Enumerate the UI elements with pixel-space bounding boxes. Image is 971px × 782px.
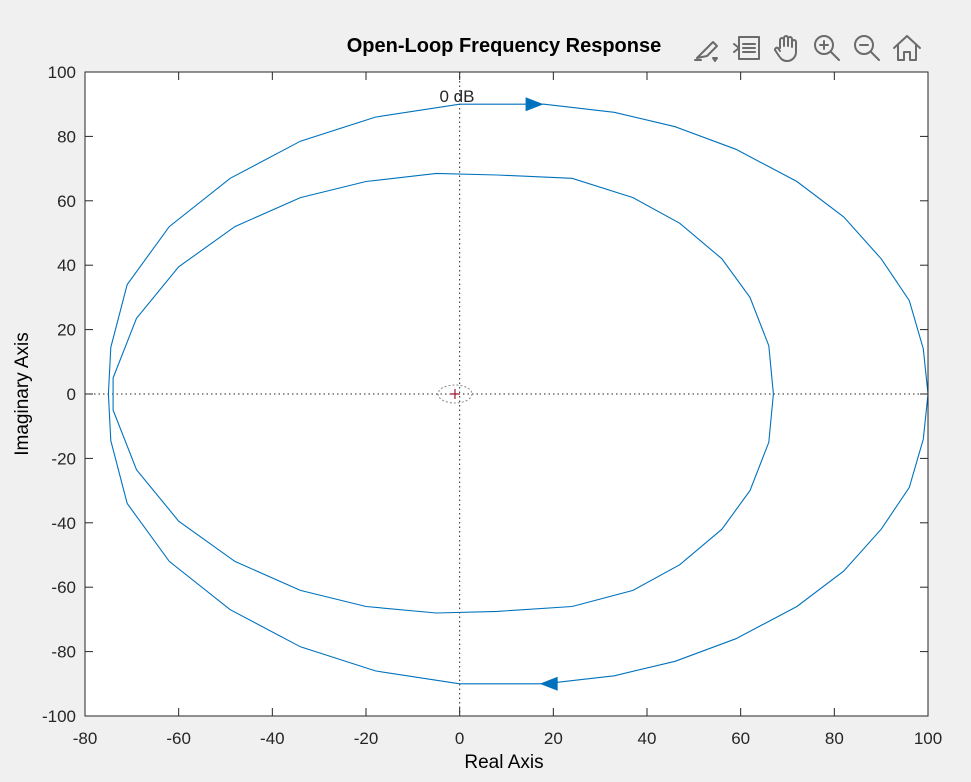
y-tick-label: -80 [51, 643, 76, 662]
y-tick-label: 80 [57, 127, 76, 146]
zero-db-label: 0 dB [440, 87, 475, 106]
x-tick-label: -60 [166, 729, 191, 748]
brush-data-icon [694, 41, 718, 62]
home-button[interactable] [890, 31, 924, 65]
plot-layer [85, 72, 929, 716]
legend-button[interactable] [730, 31, 764, 65]
x-tick-label: 20 [544, 729, 563, 748]
y-tick-label: 100 [48, 63, 76, 82]
x-axis-label: Real Axis [464, 752, 543, 773]
y-tick-label: 0 [67, 385, 76, 404]
zoom-in-icon [814, 35, 840, 61]
x-tick-label: 60 [731, 729, 750, 748]
y-tick-label: 40 [57, 256, 76, 275]
y-tick-label: 20 [57, 321, 76, 340]
axes-toolbar [690, 28, 924, 68]
critical-point-circle [437, 384, 473, 404]
direction-arrow-2 [539, 676, 558, 691]
x-tick-label: -20 [354, 729, 379, 748]
pan-icon [774, 35, 797, 62]
direction-arrow-1 [525, 97, 544, 112]
chart-title: Open-Loop Frequency Response [347, 35, 661, 57]
brush-data-button[interactable] [690, 31, 724, 65]
zoom-out-icon [854, 35, 880, 61]
x-tick-label: -40 [260, 729, 285, 748]
y-tick-label: -60 [51, 578, 76, 597]
critical-point-marker [449, 389, 460, 399]
x-tick-label: -80 [73, 729, 98, 748]
legend-icon [733, 36, 760, 60]
y-tick-label: 60 [57, 192, 76, 211]
x-tick-label: 0 [455, 729, 464, 748]
home-icon [893, 35, 921, 61]
x-tick-label: 40 [638, 729, 657, 748]
y-tick-label: -100 [42, 707, 76, 726]
x-tick-label: 100 [914, 729, 942, 748]
zoom-in-button[interactable] [810, 31, 844, 65]
nyquist-curve-2 [112, 172, 774, 614]
ticks-layer: -80 -60 -40 -20 0 20 40 60 80 100 -100 -80 -60 -40 -20… [42, 63, 942, 748]
nyquist-curve-1 [107, 103, 929, 685]
y-tick-label: -40 [51, 514, 76, 533]
y-axis-label: Imaginary Axis [12, 332, 33, 456]
zoom-out-button[interactable] [850, 31, 884, 65]
x-tick-label: 80 [825, 729, 844, 748]
y-tick-label: -20 [51, 449, 76, 468]
pan-button[interactable] [770, 31, 804, 65]
